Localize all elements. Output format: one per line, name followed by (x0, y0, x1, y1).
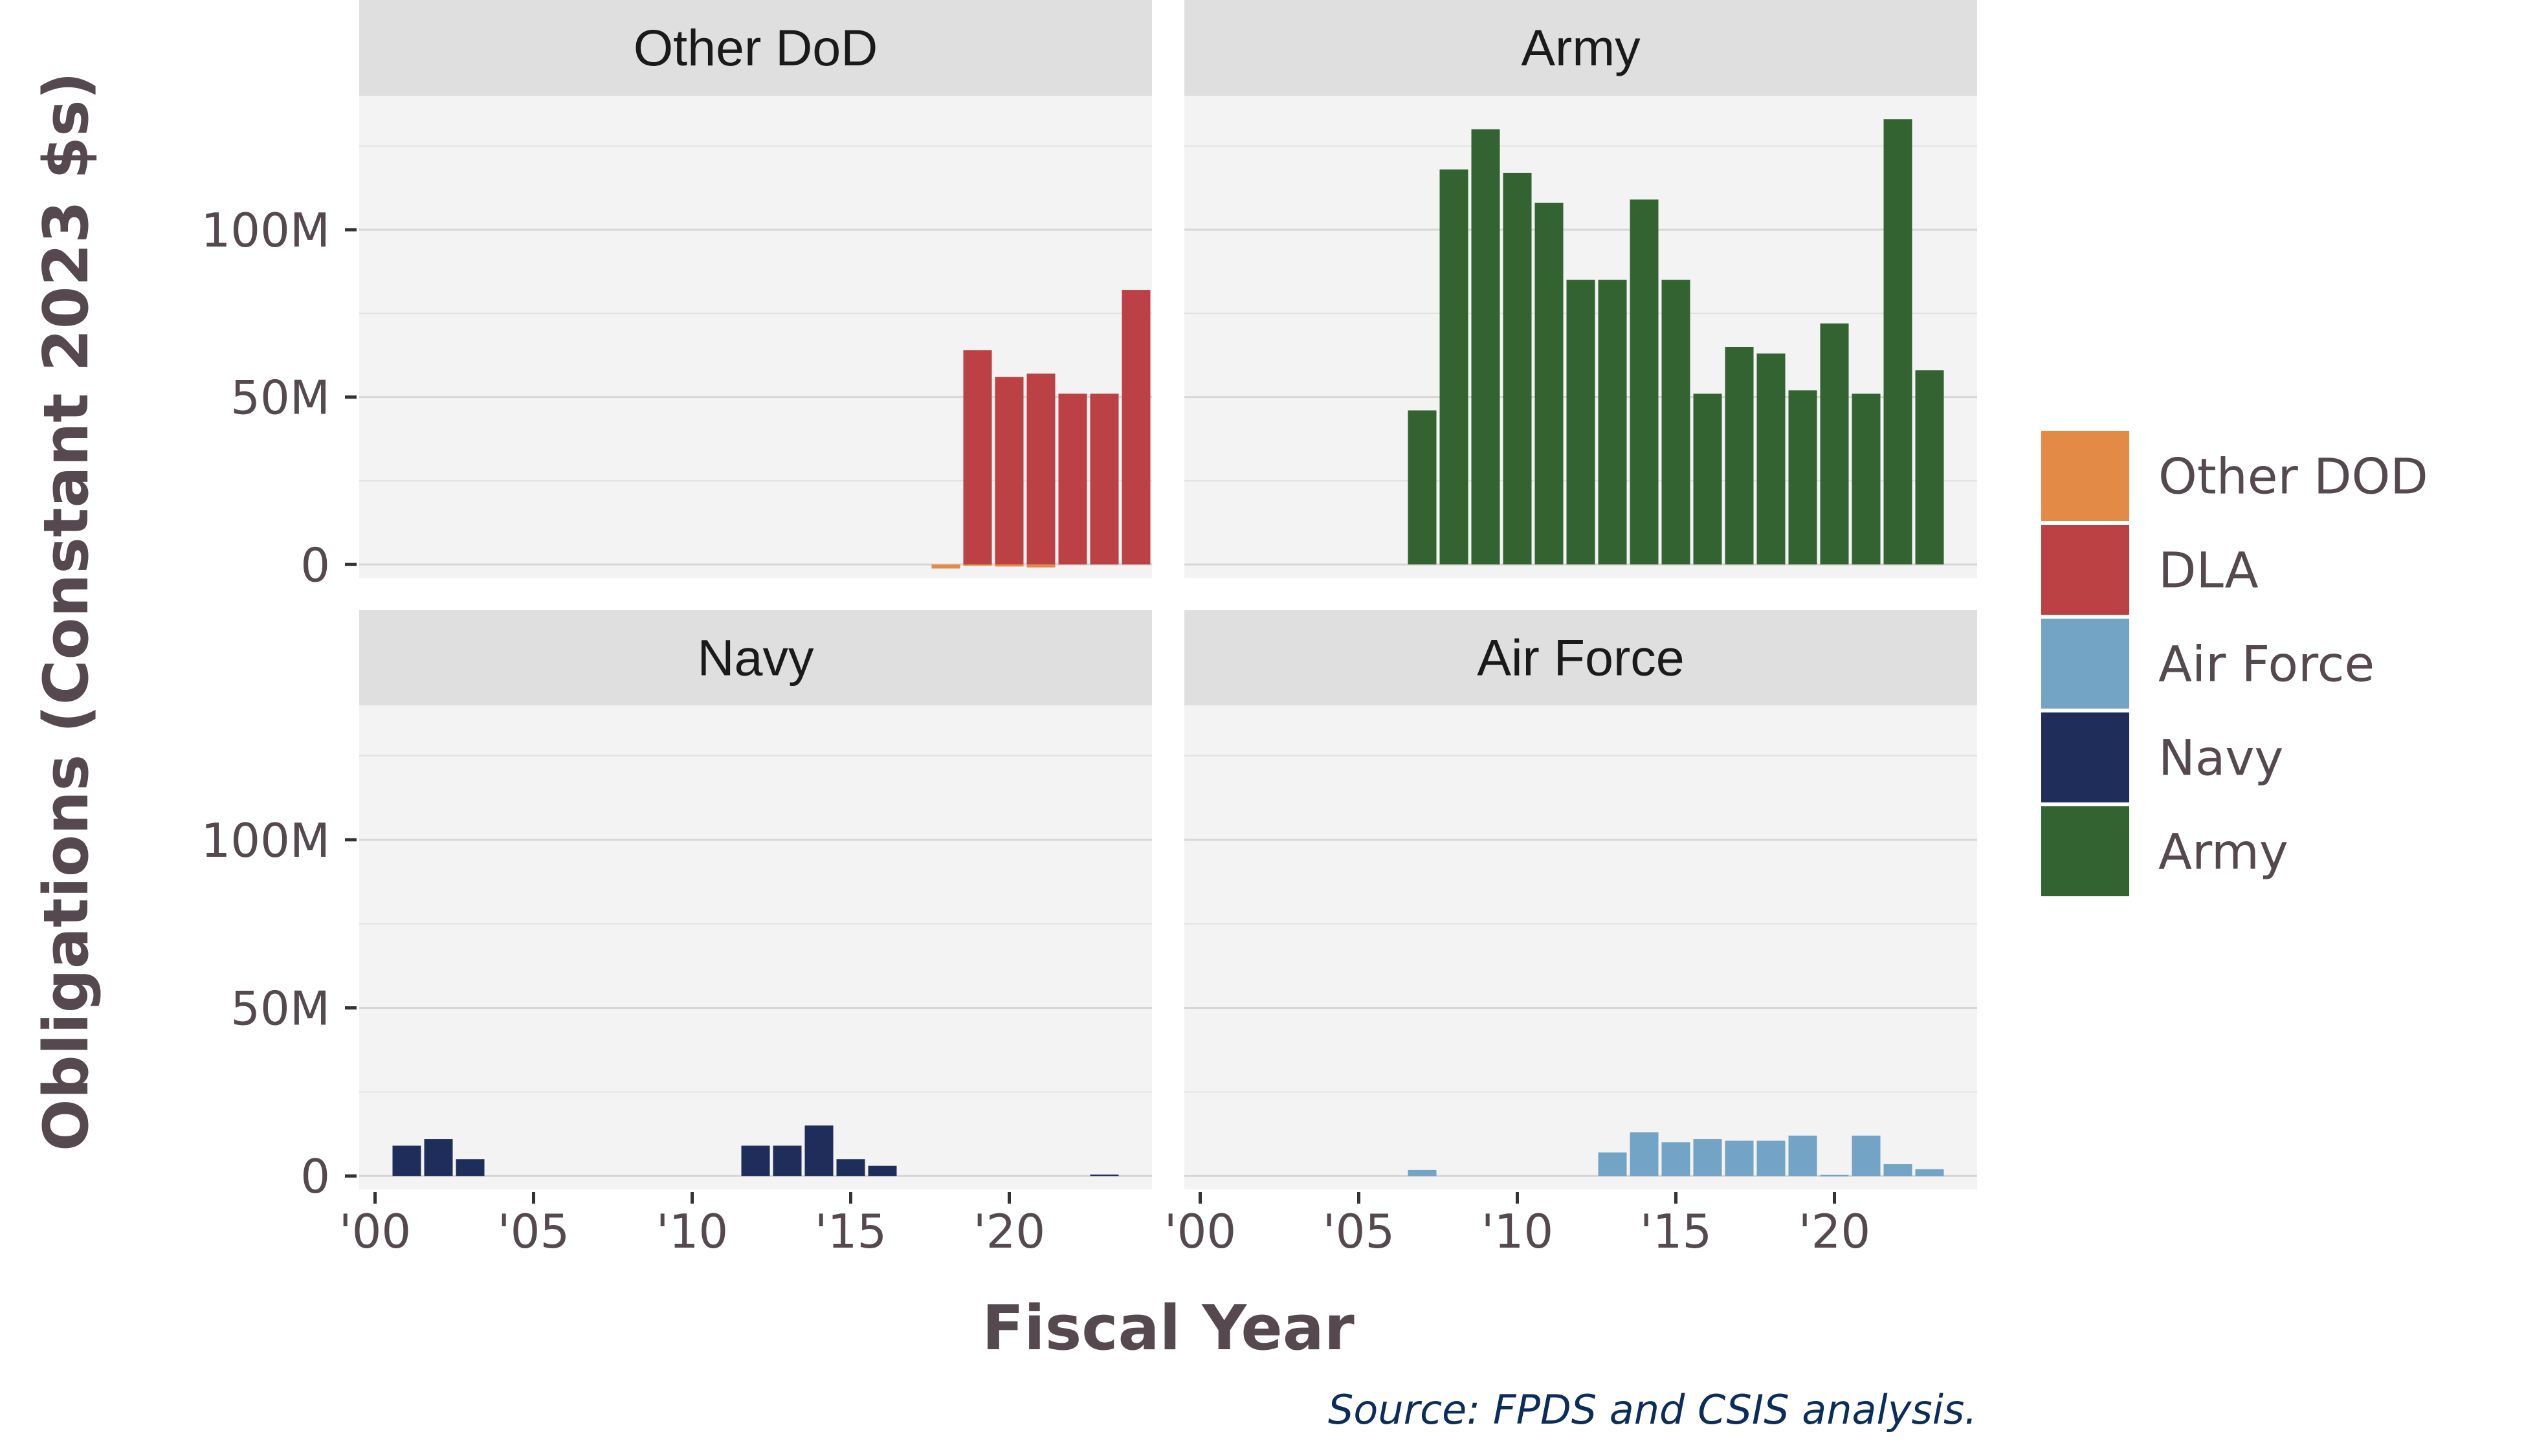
x-tick-label: '10 (1481, 1204, 1553, 1259)
x-tick-label: '15 (815, 1204, 887, 1259)
bar-navy-2001 (392, 1145, 421, 1176)
legend-key-dla (2039, 522, 2132, 617)
y-tick-label: 0 (300, 538, 330, 592)
bar-navy-2023 (1090, 1175, 1119, 1176)
bar-army-2022 (1883, 119, 1912, 565)
bar-other-dod-2018 (931, 564, 960, 569)
x-tick-label: '05 (1323, 1204, 1395, 1259)
facet-strip (1184, 0, 1977, 96)
bar-dla-2021 (1026, 373, 1056, 565)
bar-dla-2020 (995, 377, 1024, 565)
bar-other-dod-2020 (995, 564, 1024, 567)
bar-army-2023 (1915, 370, 1944, 565)
legend-key-navy (2039, 710, 2132, 805)
bar-air-force-2021 (1852, 1135, 1881, 1176)
facet-title: Navy (698, 629, 814, 687)
x-tick-label: '00 (1164, 1204, 1236, 1259)
bar-navy-2003 (456, 1159, 485, 1176)
bar-dla-2022 (1058, 393, 1087, 565)
y-axis-title: Obligations (Constant 2023 $s) (31, 72, 102, 1151)
bar-army-2018 (1756, 353, 1786, 565)
bar-army-2008 (1439, 169, 1468, 565)
bar-army-2013 (1598, 280, 1627, 565)
bar-air-force-2014 (1630, 1132, 1659, 1176)
panel-background (1184, 705, 1977, 1189)
legend-key-army (2039, 804, 2132, 899)
legend-label-navy: Navy (2158, 729, 2283, 787)
bar-navy-2016 (868, 1165, 897, 1176)
bar-air-force-2020 (1820, 1175, 1849, 1176)
bar-navy-2012 (741, 1145, 770, 1176)
facet-strip (359, 0, 1152, 96)
x-tick-label: '10 (656, 1204, 728, 1259)
bar-army-2007 (1408, 410, 1437, 565)
y-tick-label: 100M (201, 813, 330, 868)
bar-dla-2024 (1122, 290, 1151, 565)
x-tick-label: '05 (498, 1204, 570, 1259)
bar-army-2015 (1661, 280, 1690, 565)
legend-key-other-dod (2039, 428, 2132, 524)
facet-navy: Navy 0 50M 100M '00 '05 '10 '15 '20 (201, 610, 1152, 1259)
bar-air-force-2023 (1915, 1169, 1944, 1176)
legend-key-air-force (2039, 616, 2132, 711)
bar-other-dod-2019 (963, 564, 992, 566)
bar-army-2010 (1503, 172, 1532, 565)
facet-strip (1184, 610, 1977, 705)
bar-army-2021 (1852, 393, 1881, 565)
bar-army-2019 (1788, 390, 1817, 565)
facet-air-force: Air Force '00 '05 '10 '15 '20 (1164, 610, 1977, 1259)
facet-title: Other DoD (634, 19, 878, 76)
bar-navy-2014 (804, 1125, 834, 1176)
bar-army-2020 (1820, 323, 1849, 565)
y-tick-label: 50M (230, 371, 330, 425)
bar-air-force-2018 (1756, 1140, 1786, 1176)
bar-army-2014 (1630, 199, 1659, 565)
legend-label-air-force: Air Force (2158, 635, 2375, 693)
x-tick-label: '20 (973, 1204, 1045, 1259)
bar-air-force-2022 (1883, 1164, 1912, 1176)
bar-army-2011 (1534, 203, 1564, 565)
legend-label-dla: DLA (2158, 542, 2259, 599)
bar-air-force-2013 (1598, 1152, 1627, 1176)
bar-air-force-2015 (1661, 1142, 1690, 1176)
bar-dla-2023 (1090, 393, 1119, 565)
bar-air-force-2017 (1725, 1140, 1754, 1176)
y-tick-label: 50M (230, 982, 330, 1036)
facet-army: Army (1184, 0, 1977, 578)
bar-air-force-2019 (1788, 1135, 1817, 1176)
bar-navy-2015 (836, 1159, 865, 1176)
facet-title: Army (1521, 19, 1641, 76)
bar-army-2009 (1471, 129, 1500, 565)
panel-background (359, 705, 1152, 1189)
x-tick-label: '20 (1799, 1204, 1870, 1259)
bar-other-dod-2021 (1026, 564, 1056, 568)
bar-navy-2013 (773, 1145, 802, 1176)
bar-air-force-2016 (1693, 1139, 1722, 1176)
bar-air-force-2007 (1408, 1169, 1437, 1176)
facet-other-dod: Other DoD 0 50M 100M (201, 0, 1152, 592)
legend-label-army: Army (2158, 823, 2288, 881)
bar-army-2017 (1725, 347, 1754, 565)
y-tick-label: 0 (300, 1149, 330, 1204)
facet-strip (359, 610, 1152, 705)
x-axis-title: Fiscal Year (982, 1293, 1355, 1364)
legend-label-other-dod: Other DOD (2158, 448, 2428, 505)
y-tick-label: 100M (201, 203, 330, 258)
facet-title: Air Force (1477, 629, 1684, 687)
bar-navy-2002 (424, 1139, 453, 1176)
bar-army-2012 (1566, 280, 1595, 565)
x-tick-label: '15 (1640, 1204, 1712, 1259)
bar-army-2016 (1693, 393, 1722, 565)
legend: Other DOD DLA Air Force Navy Army (2039, 428, 2428, 899)
bar-dla-2019 (963, 350, 992, 565)
source-caption: Source: FPDS and CSIS analysis. (1328, 1386, 1977, 1433)
x-tick-label: '00 (339, 1204, 411, 1259)
